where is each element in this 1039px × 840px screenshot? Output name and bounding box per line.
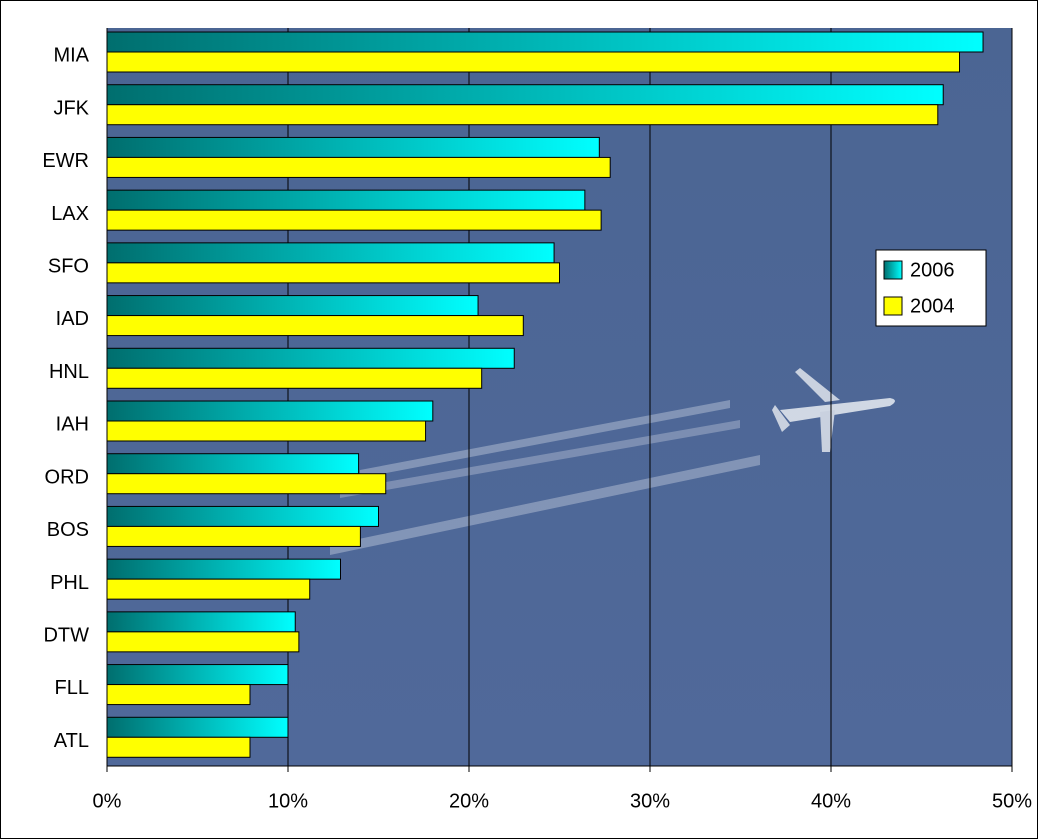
y-tick-label: IAD [56, 308, 89, 330]
bar [106, 420, 427, 442]
y-tick-label: PHL [50, 572, 89, 594]
bar [106, 136, 600, 158]
x-tick-label: 0% [93, 790, 122, 812]
bar [106, 84, 944, 106]
y-tick-label: LAX [51, 203, 89, 225]
y-tick-label: EWR [42, 150, 89, 172]
bar [106, 295, 479, 317]
bar [106, 51, 961, 73]
y-tick-label: MIA [53, 45, 89, 67]
bar [106, 104, 939, 126]
y-tick-label: ORD [45, 466, 89, 488]
bar [106, 525, 361, 547]
bar [106, 262, 560, 284]
legend-label: 2006 [910, 259, 955, 281]
bar [106, 473, 387, 495]
bar [106, 156, 611, 178]
bar [106, 189, 586, 211]
y-tick-label: DTW [43, 624, 89, 646]
y-tick-label: ATL [54, 730, 89, 752]
bar [106, 558, 341, 580]
bar [106, 578, 311, 600]
y-tick-label: BOS [47, 519, 89, 541]
bar [106, 453, 360, 475]
bar [106, 367, 483, 389]
bar [106, 631, 300, 653]
y-tick-label: JFK [53, 97, 89, 119]
bar [106, 242, 555, 264]
legend-swatch [883, 296, 903, 316]
airplane-photo [330, 368, 895, 555]
bar [106, 684, 251, 706]
x-tick-label: 40% [811, 790, 851, 812]
x-tick-label: 50% [992, 790, 1032, 812]
bar [106, 736, 251, 758]
bar [106, 400, 434, 422]
y-tick-label: FLL [55, 677, 89, 699]
x-tick-label: 10% [268, 790, 308, 812]
bar [106, 347, 515, 369]
y-tick-label: SFO [48, 255, 89, 277]
bar [106, 716, 289, 738]
legend-label: 2004 [910, 295, 955, 317]
bar [106, 31, 984, 53]
bar [106, 664, 289, 686]
y-tick-label: HNL [49, 361, 89, 383]
x-tick-label: 30% [630, 790, 670, 812]
x-tick-label: 20% [449, 790, 489, 812]
legend-swatch [883, 260, 903, 280]
bar [106, 209, 602, 231]
bar [106, 505, 379, 527]
bar [106, 611, 296, 633]
bar [106, 315, 524, 337]
y-tick-label: IAH [56, 414, 89, 436]
